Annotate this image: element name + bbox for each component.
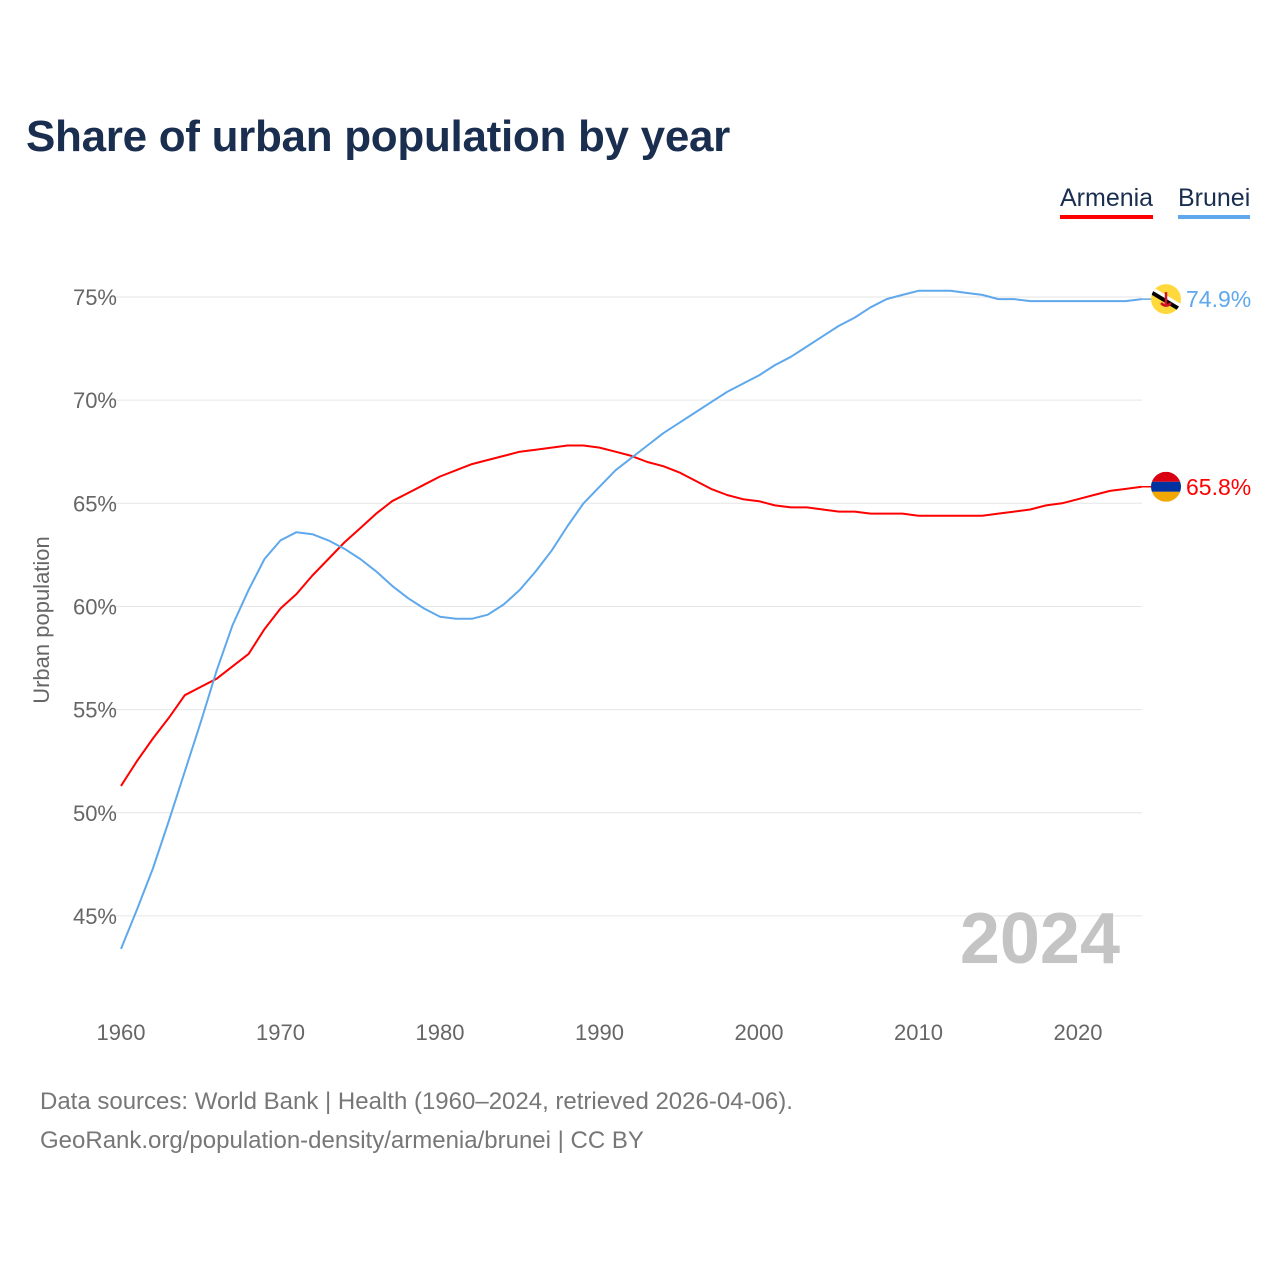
x-tick-label: 1990 — [575, 1020, 624, 1045]
x-tick-label: 2000 — [735, 1020, 784, 1045]
y-tick-label: 55% — [73, 698, 117, 723]
series-line-brunei — [120, 289, 1142, 950]
data-sources: Data sources: World Bank | Health (1960–… — [40, 1088, 793, 1115]
flag-body — [1151, 471, 1181, 502]
x-tick-label: 2020 — [1054, 1020, 1103, 1045]
chart-title: Share of urban population by year — [26, 112, 730, 161]
flag-stripe — [1151, 491, 1181, 502]
flag-emblem — [1160, 292, 1172, 307]
x-tick-label: 2010 — [894, 1020, 943, 1045]
y-tick-label: 75% — [73, 285, 117, 310]
end-value-label: 74.9% — [1186, 286, 1251, 312]
y-tick-label: 45% — [73, 904, 117, 929]
flag-stripe — [1151, 481, 1181, 492]
x-tick-label: 1970 — [256, 1020, 305, 1045]
x-tick-label: 1980 — [416, 1020, 465, 1045]
year-watermark: 2024 — [960, 899, 1120, 979]
brunei-flag-icon — [1151, 284, 1181, 315]
credit-link[interactable]: GeoRank.org/population-density/armenia/b… — [40, 1127, 644, 1154]
x-tick-label: 1960 — [97, 1020, 146, 1045]
armenia-flag-icon — [1151, 471, 1181, 502]
flag-stripe — [1151, 471, 1181, 482]
y-tick-label: 50% — [73, 801, 117, 826]
flag-body — [1151, 284, 1181, 315]
end-value-label: 65.8% — [1186, 474, 1251, 500]
legend-armenia[interactable]: Armenia — [1060, 184, 1154, 219]
y-tick-label: 70% — [73, 388, 117, 413]
legend-brunei[interactable]: Brunei — [1178, 184, 1251, 219]
y-tick-label: 60% — [73, 594, 117, 619]
y-tick-label: 65% — [73, 491, 117, 516]
series-line-armenia — [120, 444, 1142, 787]
